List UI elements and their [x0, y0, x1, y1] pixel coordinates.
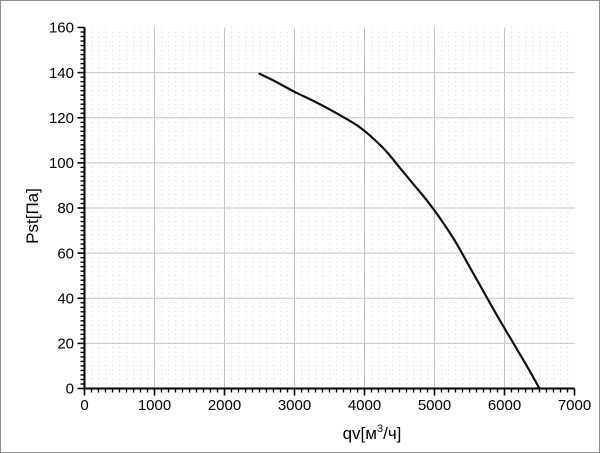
fan-performance-curve [258, 72, 541, 390]
x-tick-label: 5000 [418, 397, 451, 414]
y-tick-label: 60 [57, 245, 74, 262]
major-grid [84, 27, 575, 389]
x-tick-labels: 0 1000 2000 3000 4000 5000 6000 7000 [80, 397, 591, 414]
y-tick-label: 80 [57, 200, 74, 217]
x-tick-label: 3000 [278, 397, 311, 414]
y-tick-label: 40 [57, 290, 74, 307]
axes [77, 26, 576, 396]
y-tick-label: 20 [57, 336, 74, 353]
x-tick-label: 7000 [558, 397, 591, 414]
y-tick-label: 100 [49, 155, 74, 172]
x-tick-label: 2000 [208, 397, 241, 414]
x-tick-label: 0 [80, 397, 88, 414]
x-axis-title: qv[м3/ч] [343, 423, 402, 443]
y-tick-label: 0 [66, 381, 74, 398]
y-tick-labels: 0 20 40 60 80 100 120 140 160 [49, 20, 74, 398]
x-tick-label: 4000 [348, 397, 381, 414]
y-axis-title: Pst[Па] [23, 188, 42, 244]
y-tick-label: 120 [49, 110, 74, 127]
x-tick-label: 1000 [138, 397, 171, 414]
x-tick-label: 6000 [488, 397, 521, 414]
y-tick-label: 160 [49, 20, 74, 37]
y-tick-label: 140 [49, 65, 74, 82]
